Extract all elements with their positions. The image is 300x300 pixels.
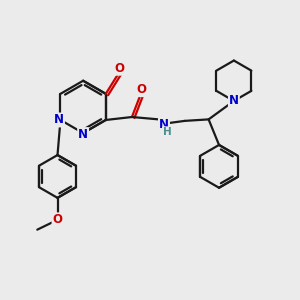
- Text: N: N: [54, 113, 64, 127]
- Text: N: N: [78, 128, 88, 141]
- Text: O: O: [136, 83, 146, 96]
- Text: N: N: [229, 94, 239, 107]
- Text: O: O: [115, 62, 125, 75]
- Text: H: H: [163, 127, 171, 137]
- Text: N: N: [159, 118, 169, 131]
- Text: N: N: [159, 118, 169, 131]
- Text: O: O: [52, 213, 62, 226]
